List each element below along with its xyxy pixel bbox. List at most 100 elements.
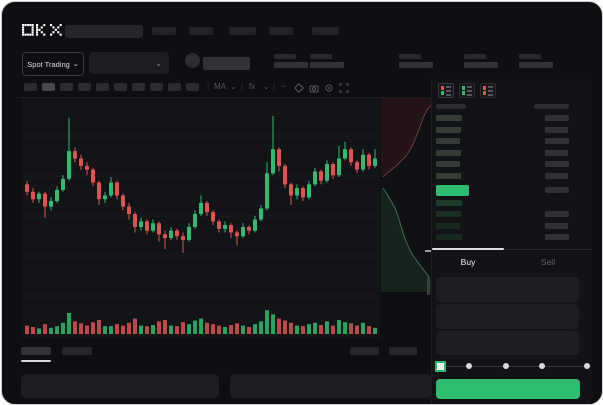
toggle-buy-only-book-icon[interactable] — [459, 83, 475, 98]
candle-body — [25, 184, 29, 192]
amount-slider-handle[interactable] — [435, 361, 446, 372]
candle-body — [367, 154, 371, 166]
order-amount-input[interactable] — [436, 304, 579, 329]
timeframe-button[interactable] — [96, 83, 109, 91]
camera-icon[interactable] — [309, 83, 319, 93]
order-price-input[interactable] — [436, 277, 579, 302]
bid-price-placeholder[interactable] — [436, 200, 462, 206]
tab-sell[interactable]: Sell — [540, 257, 556, 267]
nav-item[interactable] — [229, 27, 256, 35]
toggle-sell-only-book-icon[interactable] — [480, 83, 496, 98]
amount-slider-track[interactable] — [438, 366, 588, 367]
ask-price-placeholder[interactable] — [436, 161, 460, 168]
chevron-down-icon[interactable]: ⌄ — [263, 82, 270, 91]
nav-item[interactable] — [152, 27, 176, 35]
ask-price-placeholder[interactable] — [436, 138, 460, 145]
tabs-divider — [432, 249, 592, 250]
toggle-line — [446, 94, 451, 96]
nav-item[interactable] — [312, 27, 339, 35]
candle-body — [319, 171, 323, 181]
slider-stop[interactable] — [466, 363, 472, 369]
draw-tool-icon[interactable] — [294, 83, 304, 93]
ask-price-placeholder[interactable] — [436, 115, 462, 121]
volume-bar — [337, 320, 341, 334]
volume-bar — [253, 324, 257, 334]
nav-item[interactable] — [189, 27, 213, 35]
ask-price-placeholder[interactable] — [436, 173, 461, 179]
volume-bar — [85, 325, 89, 334]
okx-logo[interactable] — [22, 24, 62, 38]
timeframe-button[interactable] — [168, 83, 181, 91]
scrollbar-thumb[interactable] — [427, 278, 430, 295]
ask-amount-placeholder — [545, 138, 569, 145]
ask-price-placeholder[interactable] — [436, 149, 461, 156]
candle-body — [241, 226, 245, 237]
candle-body — [229, 225, 233, 233]
toolbar-divider: | — [241, 82, 244, 91]
candlestick-chart-canvas[interactable] — [22, 98, 380, 338]
toggle-top-swatch — [483, 86, 486, 90]
bid-price-placeholder[interactable] — [436, 222, 460, 229]
search-input[interactable] — [65, 25, 143, 38]
line-chart-icon[interactable]: ~ — [281, 82, 286, 91]
slider-stop[interactable] — [584, 363, 590, 369]
volume-bar — [121, 325, 125, 334]
toggle-bottom-swatch — [462, 91, 465, 95]
volume-bar — [313, 322, 317, 334]
footer-control-placeholder[interactable] — [350, 347, 379, 355]
bid-price-placeholder[interactable] — [436, 211, 461, 218]
candle-body — [205, 202, 209, 213]
timeframe-button[interactable] — [132, 83, 145, 91]
buy-submit-button[interactable] — [436, 379, 580, 399]
depth-asks-line — [382, 103, 433, 178]
candle-body — [361, 154, 365, 170]
candle-body — [37, 193, 41, 200]
footer-tab-order-history[interactable] — [62, 347, 92, 355]
depth-panel[interactable] — [381, 98, 433, 292]
bid-price-placeholder[interactable] — [436, 233, 462, 240]
last-price-highlight[interactable] — [436, 185, 469, 196]
footer-active-tab-indicator — [21, 360, 51, 362]
candle-body — [79, 158, 83, 166]
toggle-line — [446, 86, 451, 88]
market-type-selector[interactable]: Spot Trading ⌄ — [22, 52, 84, 76]
chevron-down-icon[interactable]: ⌄ — [230, 82, 237, 91]
timeframe-button[interactable] — [78, 83, 91, 91]
timeframe-button[interactable] — [24, 83, 37, 91]
timeframe-button[interactable] — [60, 83, 73, 91]
candle-body — [175, 230, 179, 237]
timeframe-button[interactable] — [150, 83, 163, 91]
footer-tab-open-orders[interactable] — [21, 347, 51, 355]
candle-body — [169, 230, 173, 239]
slider-stop[interactable] — [539, 363, 545, 369]
timeframe-button[interactable] — [186, 83, 199, 91]
footer-control-placeholder[interactable] — [389, 347, 417, 355]
ask-price-placeholder[interactable] — [436, 126, 461, 133]
candle-body — [91, 169, 95, 183]
fx-indicator-button[interactable]: fx — [249, 82, 256, 91]
ma-indicator-button[interactable]: MA — [214, 82, 226, 91]
pair-selector-dropdown[interactable]: ⌄ — [89, 52, 169, 74]
order-total-input[interactable] — [436, 331, 579, 355]
candle-body — [223, 225, 227, 229]
candle-body — [49, 201, 53, 207]
candle-body — [85, 165, 89, 170]
volume-bar — [163, 320, 167, 334]
orderbook-amount-header-placeholder — [534, 104, 569, 109]
gear-icon[interactable] — [324, 83, 334, 93]
timeframe-button[interactable] — [42, 83, 55, 91]
nav-item[interactable] — [269, 27, 293, 35]
slider-stop[interactable] — [503, 363, 509, 369]
volume-bar — [169, 325, 173, 334]
candle-body — [97, 182, 101, 200]
tab-buy[interactable]: Buy — [460, 257, 476, 267]
timeframe-button[interactable] — [114, 83, 127, 91]
volume-bar — [103, 326, 107, 334]
candle-body — [109, 182, 113, 196]
fullscreen-icon[interactable] — [339, 83, 349, 93]
volume-bar — [49, 327, 53, 334]
volume-bar — [229, 325, 233, 334]
toggle-split-book-icon[interactable] — [438, 83, 454, 98]
volume-bar — [307, 324, 311, 334]
